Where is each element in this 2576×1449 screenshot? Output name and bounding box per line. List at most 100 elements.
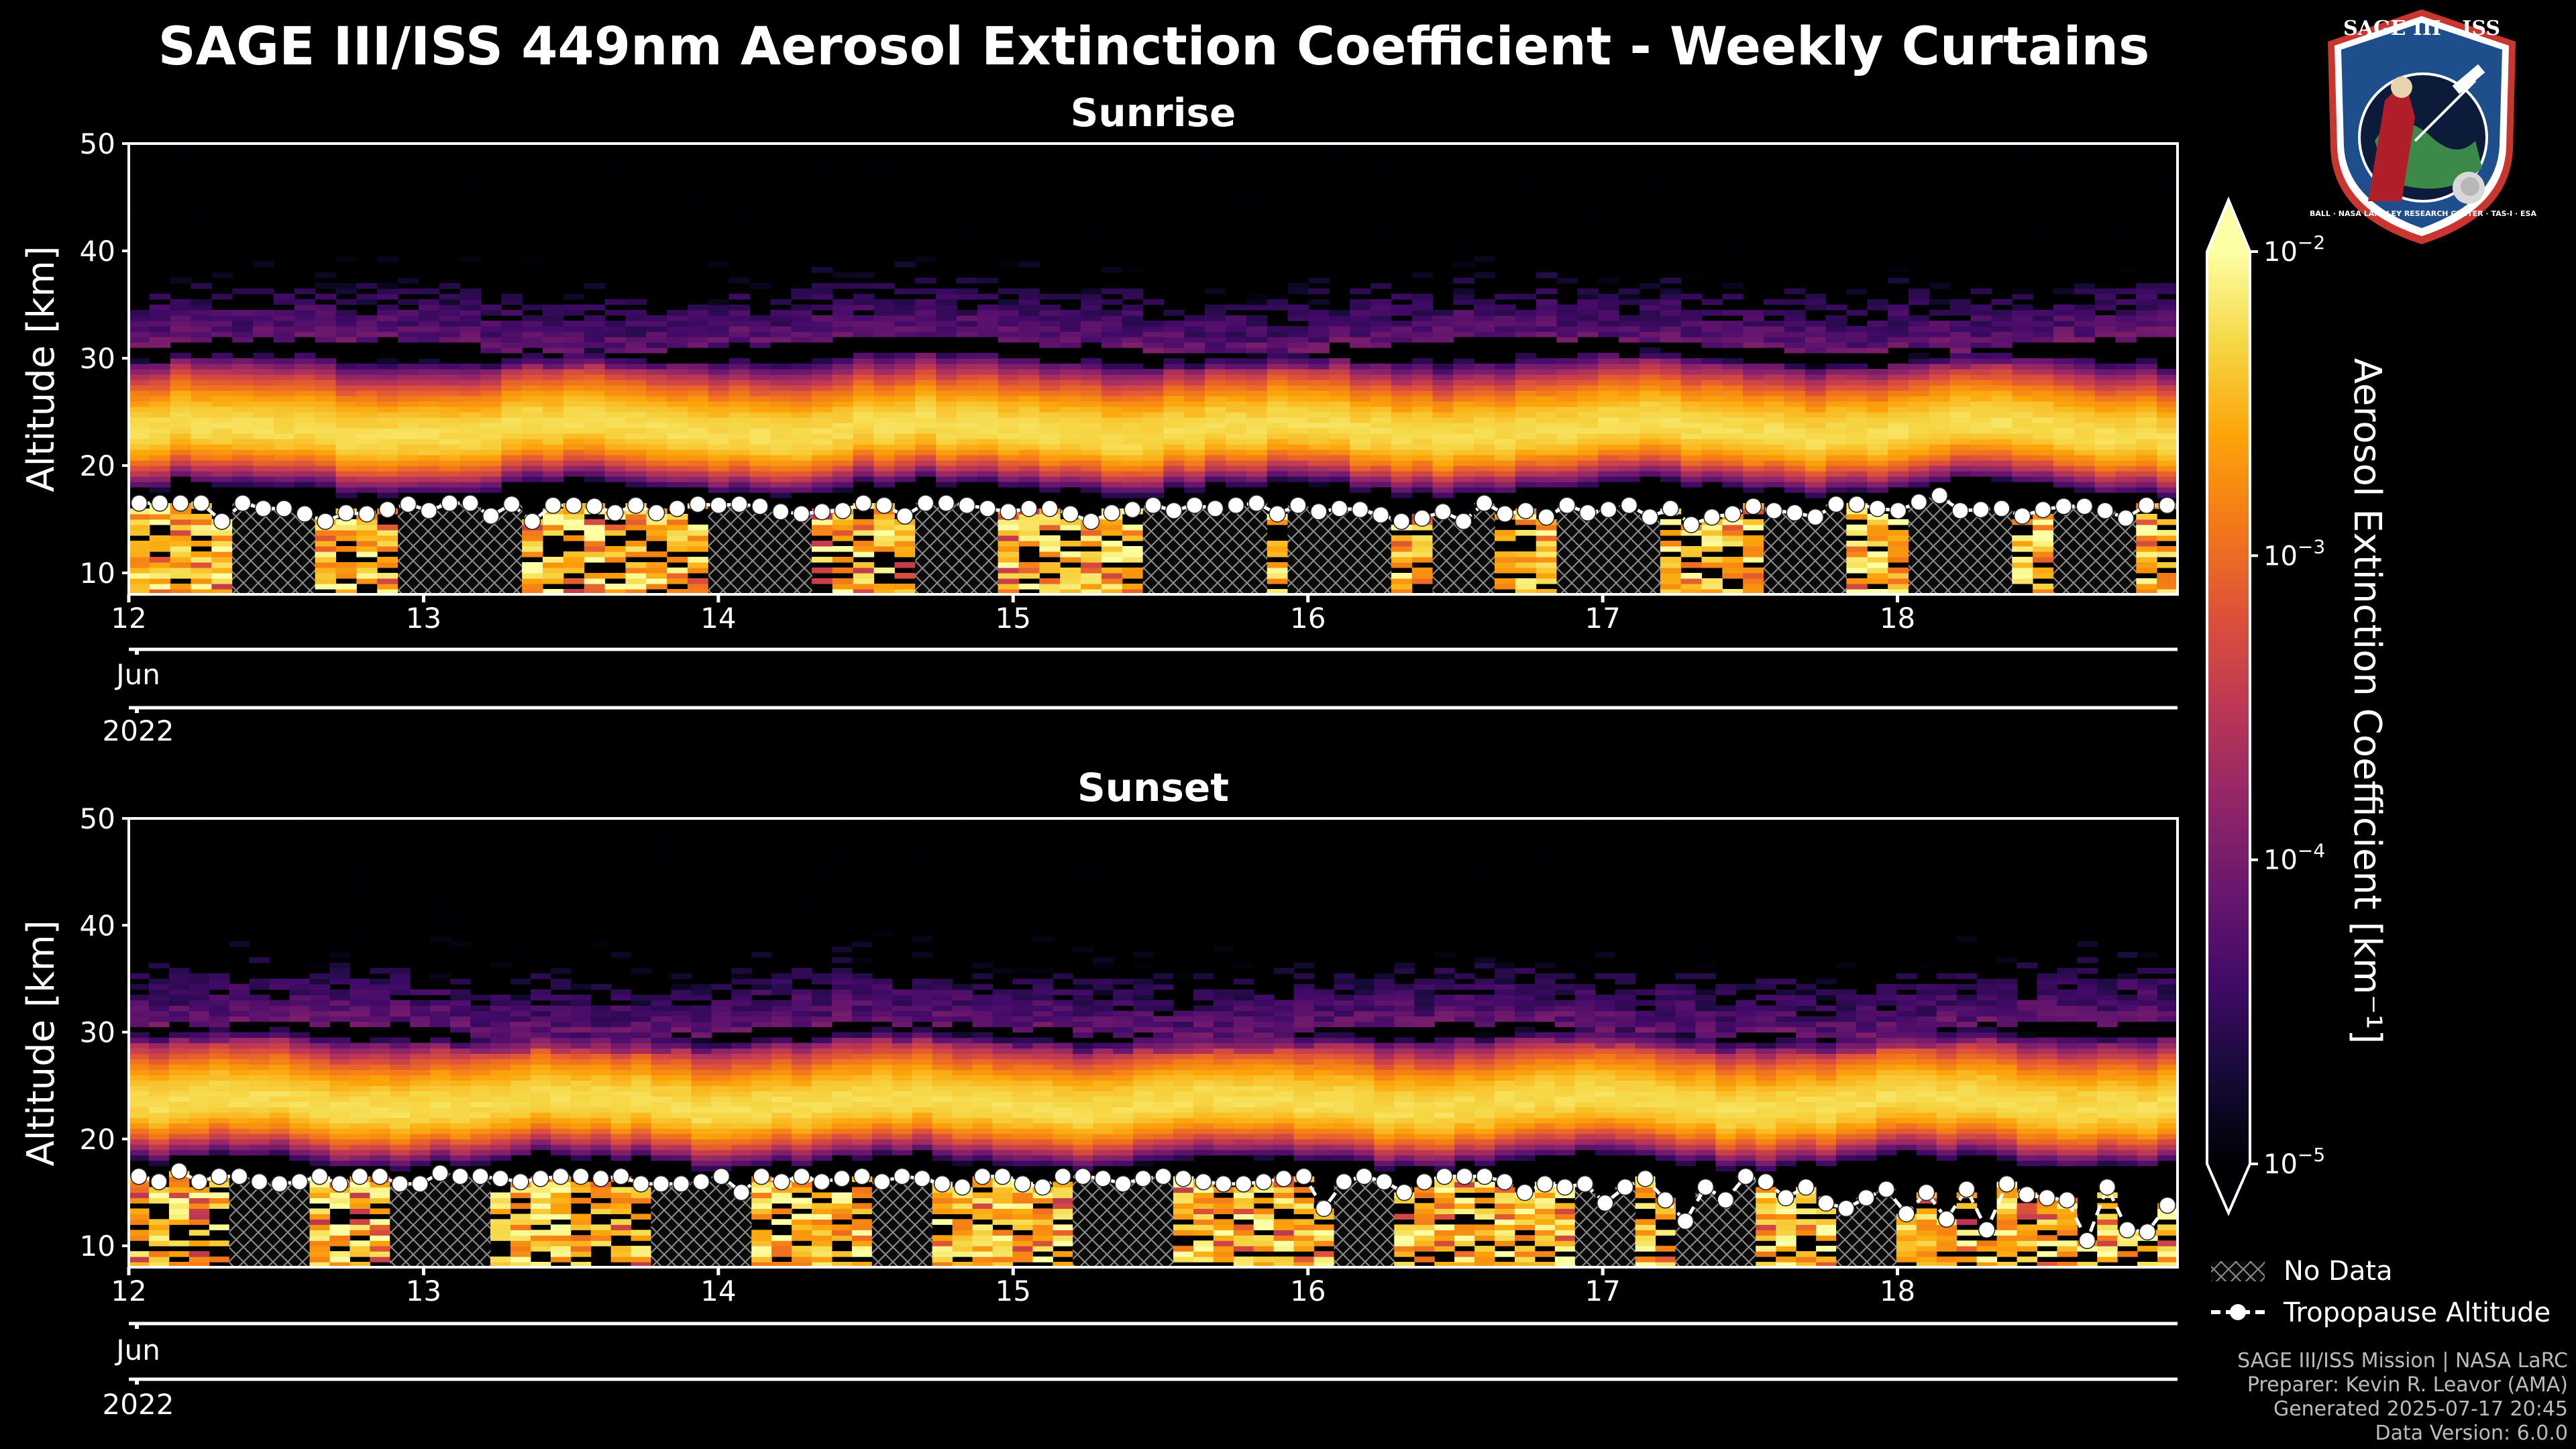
heatmap-cell xyxy=(1142,449,1164,455)
heatmap-cell xyxy=(1184,369,1205,375)
heatmap-cell xyxy=(1867,342,1888,348)
tropopause-point xyxy=(1393,513,1410,530)
heatmap-cell xyxy=(749,197,771,203)
heatmap-cell xyxy=(1226,364,1247,370)
heatmap-cell xyxy=(1536,466,1558,472)
heatmap-cell xyxy=(584,525,606,531)
heatmap-cell xyxy=(1060,321,1081,327)
heatmap-cell xyxy=(189,978,210,985)
heatmap-cell xyxy=(1060,551,1081,557)
heatmap-cell xyxy=(2094,449,2116,455)
heatmap-cell xyxy=(667,530,688,536)
heatmap-cell xyxy=(377,380,398,386)
heatmap-cell xyxy=(370,1246,390,1252)
heatmap-cell xyxy=(1888,235,1909,241)
heatmap-cell xyxy=(1205,423,1226,429)
heatmap-cell xyxy=(1949,460,1972,466)
heatmap-cell xyxy=(1784,476,1806,482)
heatmap-cell xyxy=(329,1085,350,1091)
heatmap-cell xyxy=(1784,342,1806,348)
heatmap-cell xyxy=(1680,401,1702,407)
heatmap-cell xyxy=(211,396,233,402)
tropopause-point xyxy=(586,498,603,515)
heatmap-cell xyxy=(832,385,854,391)
heatmap-cell xyxy=(1619,471,1640,477)
heatmap-cell xyxy=(770,433,792,439)
heatmap-cell xyxy=(646,240,667,246)
heatmap-cell xyxy=(232,417,254,423)
heatmap-cell xyxy=(1929,283,1951,289)
heatmap-cell xyxy=(1536,573,1558,579)
heatmap-cell xyxy=(936,428,957,434)
heatmap-cell xyxy=(873,337,895,343)
heatmap-cell xyxy=(1556,305,1578,311)
heatmap-cell xyxy=(2033,396,2054,402)
heatmap-cell xyxy=(1867,337,1888,343)
heatmap-cell xyxy=(977,439,999,445)
heatmap-cell xyxy=(370,828,390,835)
heatmap-cell xyxy=(1660,471,1682,477)
heatmap-cell xyxy=(2136,288,2157,294)
heatmap-cell xyxy=(894,525,916,531)
heatmap-cell xyxy=(1039,578,1061,584)
heatmap-cell xyxy=(812,315,833,321)
heatmap-cell xyxy=(832,315,854,321)
heatmap-cell xyxy=(563,310,585,316)
heatmap-cell xyxy=(1556,455,1578,461)
heatmap-cell xyxy=(1722,251,1743,257)
heatmap-cell xyxy=(1764,385,1785,391)
heatmap-cell xyxy=(708,315,730,321)
heatmap-cell xyxy=(1495,551,1516,557)
heatmap-cell xyxy=(309,1155,330,1161)
heatmap-cell xyxy=(563,568,585,574)
heatmap-cell xyxy=(687,412,709,418)
heatmap-cell xyxy=(1888,396,1909,402)
heatmap-cell xyxy=(936,353,957,359)
heatmap-cell xyxy=(148,978,170,985)
heatmap-cell xyxy=(501,331,523,337)
heatmap-cell xyxy=(209,1080,230,1086)
heatmap-cell xyxy=(1453,256,1474,262)
heatmap-cell xyxy=(1101,525,1123,531)
heatmap-cell xyxy=(1205,337,1226,343)
heatmap-cell xyxy=(646,407,667,413)
heatmap-cell xyxy=(604,369,626,375)
heatmap-cell xyxy=(998,460,1019,466)
heatmap-cell xyxy=(1536,331,1558,337)
heatmap-cell xyxy=(749,482,771,488)
heatmap-cell xyxy=(335,401,357,407)
heatmap-cell xyxy=(2053,433,2075,439)
heatmap-cell xyxy=(1598,433,1619,439)
heatmap-cell xyxy=(418,412,440,418)
heatmap-cell xyxy=(543,428,564,434)
heatmap-cell xyxy=(211,530,233,536)
heatmap-cell xyxy=(584,407,606,413)
heatmap-cell xyxy=(1474,460,1495,466)
heatmap-cell xyxy=(439,364,461,370)
heatmap-cell xyxy=(294,246,316,252)
heatmap-cell xyxy=(1970,380,1992,386)
heatmap-cell xyxy=(249,1085,270,1091)
heatmap-cell xyxy=(604,326,626,332)
heatmap-cell xyxy=(1764,423,1785,429)
heatmap-cell xyxy=(1515,449,1537,455)
heatmap-cell xyxy=(356,466,378,472)
heatmap-cell xyxy=(356,471,378,477)
heatmap-cell xyxy=(170,374,192,380)
heatmap-cell xyxy=(1949,471,1972,477)
heatmap-cell xyxy=(191,412,212,418)
heatmap-cell xyxy=(309,1208,330,1214)
heatmap-cell xyxy=(687,374,709,380)
heatmap-cell xyxy=(2136,578,2157,584)
heatmap-cell xyxy=(1287,439,1309,445)
heatmap-cell xyxy=(1764,197,1785,203)
no-data-region xyxy=(1764,511,1785,594)
heatmap-cell xyxy=(770,380,792,386)
heatmap-cell xyxy=(894,358,916,364)
tropopause-point xyxy=(254,500,272,517)
heatmap-cell xyxy=(749,433,771,439)
heatmap-cell xyxy=(418,374,440,380)
heatmap-cell xyxy=(1101,229,1123,235)
heatmap-cell xyxy=(460,326,481,332)
heatmap-cell xyxy=(1184,449,1205,455)
